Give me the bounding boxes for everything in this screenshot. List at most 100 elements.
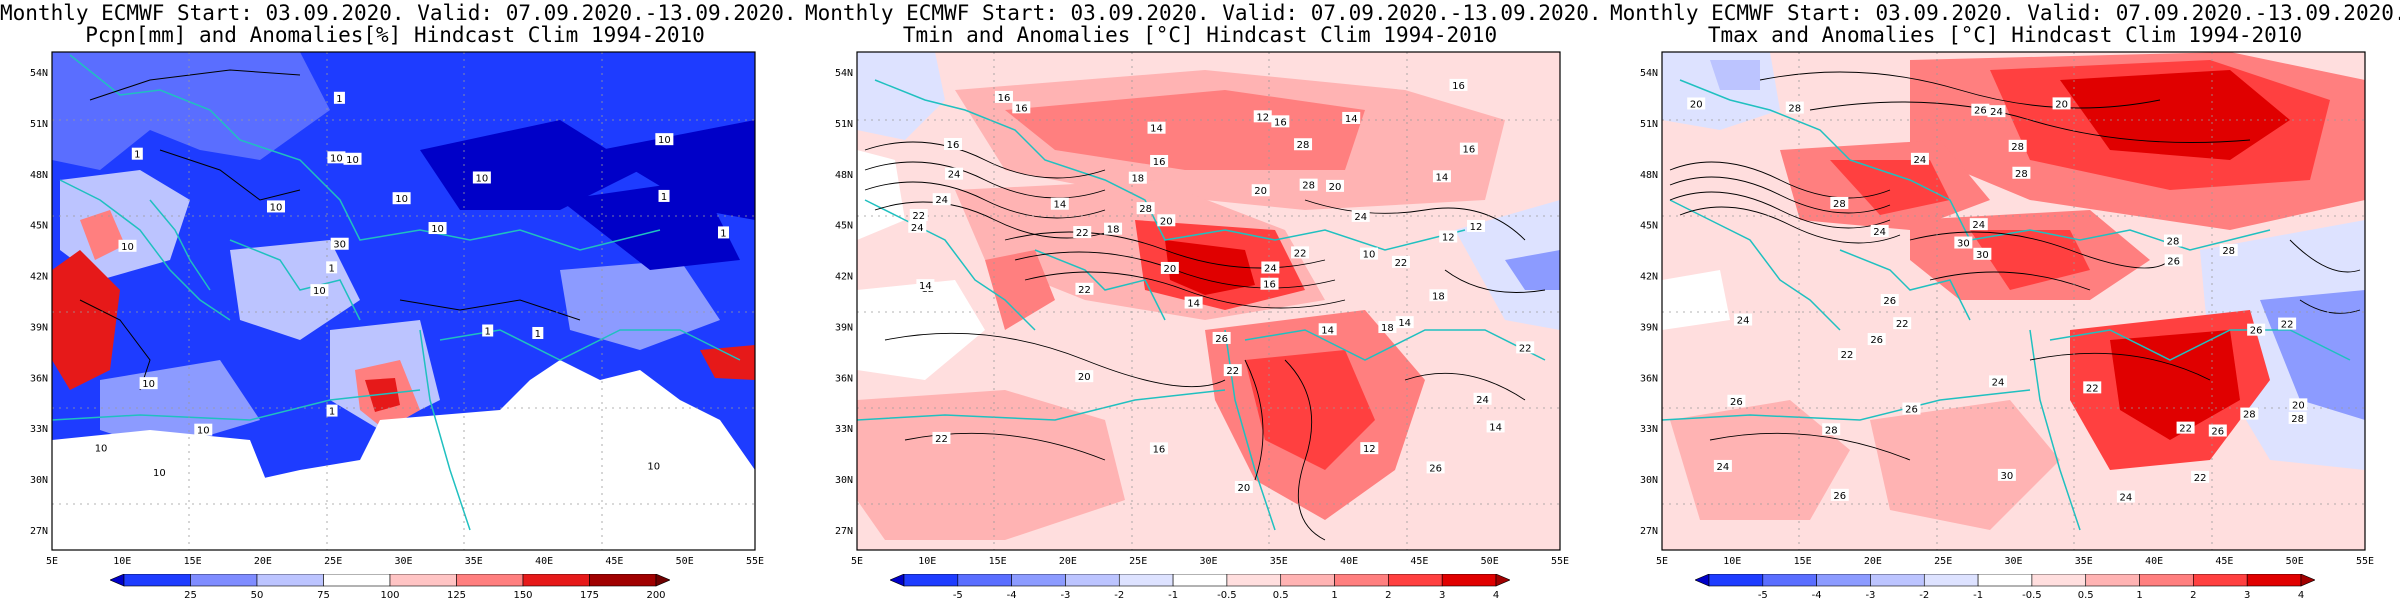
contour-label: 26 xyxy=(1867,333,1886,346)
lat-tick-label: 45N xyxy=(835,221,853,232)
colorbar-segment xyxy=(190,574,258,587)
svg-text:18: 18 xyxy=(1432,291,1445,302)
colorbar-segment xyxy=(655,574,670,587)
contour-label: 20 xyxy=(1234,480,1253,494)
svg-text:16: 16 xyxy=(1153,444,1166,455)
colorbar: 255075100125150175200300 xyxy=(110,574,670,600)
svg-text:22: 22 xyxy=(1226,366,1239,377)
panel-title: Monthly ECMWF Start: 03.09.2020. Valid: … xyxy=(0,1,797,25)
lat-tick-label: 51N xyxy=(30,119,48,130)
contour-label: 16 xyxy=(1459,142,1478,156)
lon-tick-label: 55E xyxy=(2356,556,2374,567)
lat-tick-label: 45N xyxy=(30,221,48,232)
panel-title: Monthly ECMWF Start: 03.09.2020. Valid: … xyxy=(1610,1,2400,25)
colorbar-segment xyxy=(1708,574,1764,587)
contour-label: 22 xyxy=(1073,226,1092,239)
lon-tick-label: 35E xyxy=(1270,556,1288,567)
lon-tick-label: 5E xyxy=(1656,556,1668,567)
svg-text:26: 26 xyxy=(1833,491,1846,502)
colorbar-tick-label: -1 xyxy=(1973,590,1983,600)
svg-text:26: 26 xyxy=(2167,256,2180,267)
svg-text:10: 10 xyxy=(142,379,155,390)
lon-tick-label: 20E xyxy=(1059,556,1077,567)
svg-text:22: 22 xyxy=(1294,248,1307,259)
lon-tick-label: 50E xyxy=(676,556,694,567)
svg-text:1: 1 xyxy=(336,94,342,105)
colorbar-segment xyxy=(1977,574,2033,587)
lon-tick-label: 10E xyxy=(113,556,131,567)
colorbar-segment xyxy=(2139,574,2194,587)
colorbar-segment xyxy=(1172,574,1228,587)
contour-label: 20 xyxy=(1687,97,1706,110)
lon-tick-label: 40E xyxy=(1340,556,1358,567)
contour-label: 26 xyxy=(1426,461,1445,474)
contour-label: 16 xyxy=(1260,277,1279,291)
svg-text:22: 22 xyxy=(1395,258,1408,269)
contour-label: 1 xyxy=(482,324,494,338)
colorbar-segment xyxy=(1334,574,1389,587)
contour-label: 10 xyxy=(343,152,362,166)
contour-label: 22 xyxy=(1391,255,1410,269)
contour-label: 28 xyxy=(2240,407,2259,421)
colorbar-segment xyxy=(1441,574,1497,587)
colorbar-tick-label: 4 xyxy=(2298,590,2304,600)
lat-tick-label: 48N xyxy=(30,170,48,181)
contour-label: 22 xyxy=(1223,364,1242,377)
contour-label: 12 xyxy=(1467,219,1486,233)
panel-title: Monthly ECMWF Start: 03.09.2020. Valid: … xyxy=(805,1,1602,25)
colorbar-tick-label: 0.5 xyxy=(2078,590,2094,600)
colorbar-tick-label: 50 xyxy=(251,590,264,600)
colorbar-segment xyxy=(110,574,125,587)
colorbar-segment xyxy=(1762,574,1817,587)
contour-label: 1 xyxy=(333,91,345,105)
lon-tick-label: 45E xyxy=(2215,556,2233,567)
contour-label: 16 xyxy=(994,90,1013,104)
contour-label: 16 xyxy=(1449,78,1468,92)
svg-text:28: 28 xyxy=(1825,425,1838,436)
svg-text:24: 24 xyxy=(1990,107,2003,118)
svg-text:14: 14 xyxy=(1345,114,1358,125)
colorbar-segment xyxy=(1923,574,1979,587)
svg-text:10: 10 xyxy=(658,135,671,146)
svg-text:28: 28 xyxy=(1139,204,1152,215)
colorbar-tick-label: 100 xyxy=(380,590,399,600)
lat-tick-label: 39N xyxy=(835,322,853,333)
lat-tick-label: 39N xyxy=(1640,322,1658,333)
contour-label: 10 xyxy=(118,239,137,253)
contour-label: 1 xyxy=(326,261,338,274)
svg-text:22: 22 xyxy=(2179,424,2192,435)
svg-text:1: 1 xyxy=(535,329,541,340)
svg-text:1: 1 xyxy=(661,192,667,203)
svg-text:30: 30 xyxy=(1957,239,1970,250)
contour-label: 10 xyxy=(392,192,411,205)
contour-label: 14 xyxy=(1318,323,1337,336)
svg-text:20: 20 xyxy=(2292,400,2305,411)
lat-tick-label: 33N xyxy=(30,424,48,435)
svg-text:24: 24 xyxy=(948,170,961,181)
svg-text:24: 24 xyxy=(1972,220,1985,231)
contour-label: 20 xyxy=(1251,184,1270,197)
contour-label: 24 xyxy=(1713,459,1732,473)
svg-text:12: 12 xyxy=(1256,112,1269,123)
svg-text:1: 1 xyxy=(720,228,726,239)
svg-text:14: 14 xyxy=(1398,318,1411,329)
contour-label: 24 xyxy=(2116,490,2135,504)
contour-label: 10 xyxy=(194,423,213,437)
contour-label: 30 xyxy=(1997,468,2016,482)
svg-text:10: 10 xyxy=(647,462,660,473)
svg-text:30: 30 xyxy=(333,240,346,251)
lat-tick-label: 36N xyxy=(1640,373,1658,384)
colorbar-segment xyxy=(957,574,1012,587)
lon-tick-label: 40E xyxy=(2145,556,2163,567)
lon-tick-label: 30E xyxy=(1199,556,1217,567)
svg-text:28: 28 xyxy=(2222,246,2235,257)
svg-text:24: 24 xyxy=(2119,493,2132,504)
svg-text:26: 26 xyxy=(2250,326,2263,337)
colorbar-tick-label: 2 xyxy=(2190,590,2196,600)
colorbar-segment xyxy=(456,574,524,587)
lat-tick-label: 27N xyxy=(30,526,48,537)
svg-text:12: 12 xyxy=(1442,232,1455,243)
contour-label: 24 xyxy=(1969,218,1988,231)
svg-text:14: 14 xyxy=(1321,325,1334,336)
svg-text:14: 14 xyxy=(1187,299,1200,310)
